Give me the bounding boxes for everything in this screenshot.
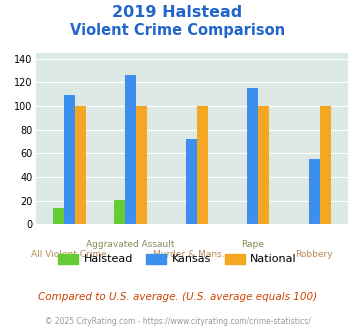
Legend: Halstead, Kansas, National: Halstead, Kansas, National xyxy=(54,249,301,269)
Bar xyxy=(309,159,320,224)
Text: Robbery: Robbery xyxy=(295,250,333,259)
Bar xyxy=(136,106,147,224)
Text: © 2025 CityRating.com - https://www.cityrating.com/crime-statistics/: © 2025 CityRating.com - https://www.city… xyxy=(45,317,310,326)
Bar xyxy=(125,75,136,224)
Text: Aggravated Assault: Aggravated Assault xyxy=(86,240,175,249)
Bar xyxy=(75,106,86,224)
Text: Rape: Rape xyxy=(241,240,264,249)
Bar xyxy=(258,106,269,224)
Text: Violent Crime Comparison: Violent Crime Comparison xyxy=(70,23,285,38)
Bar xyxy=(247,88,258,224)
Bar xyxy=(53,208,64,224)
Bar xyxy=(114,200,125,224)
Bar xyxy=(197,106,208,224)
Text: Murder & Mans...: Murder & Mans... xyxy=(153,250,230,259)
Text: 2019 Halstead: 2019 Halstead xyxy=(113,5,242,20)
Bar xyxy=(64,95,75,224)
Bar xyxy=(186,139,197,224)
Text: All Violent Crime: All Violent Crime xyxy=(31,250,107,259)
Bar xyxy=(320,106,331,224)
Text: Compared to U.S. average. (U.S. average equals 100): Compared to U.S. average. (U.S. average … xyxy=(38,292,317,302)
